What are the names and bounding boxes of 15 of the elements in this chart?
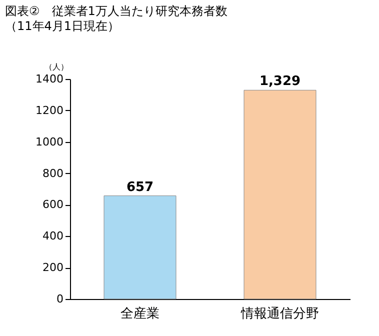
y-tick-label: 400: [42, 230, 64, 243]
x-tick-label: 情報通信分野: [240, 306, 319, 322]
y-axis-title: （人）: [44, 62, 68, 72]
y-tick-label: 0: [56, 292, 64, 306]
y-tick-label: 1200: [36, 104, 64, 117]
y-tick-label: 1400: [36, 72, 64, 86]
chart-subtitle: （11年4月1日現在）: [5, 19, 120, 33]
y-tick-label: 800: [42, 166, 64, 180]
data-label: 657: [126, 180, 154, 195]
y-tick-label: 200: [42, 261, 64, 274]
y-tick-label: 1000: [36, 135, 64, 148]
data-label: 1,329: [259, 74, 301, 90]
chart-title: 図表② 従業者1万人当たり研究本務者数: [5, 4, 228, 18]
x-tick-label: 全産業: [120, 306, 160, 322]
y-tick-label: 600: [42, 198, 64, 212]
